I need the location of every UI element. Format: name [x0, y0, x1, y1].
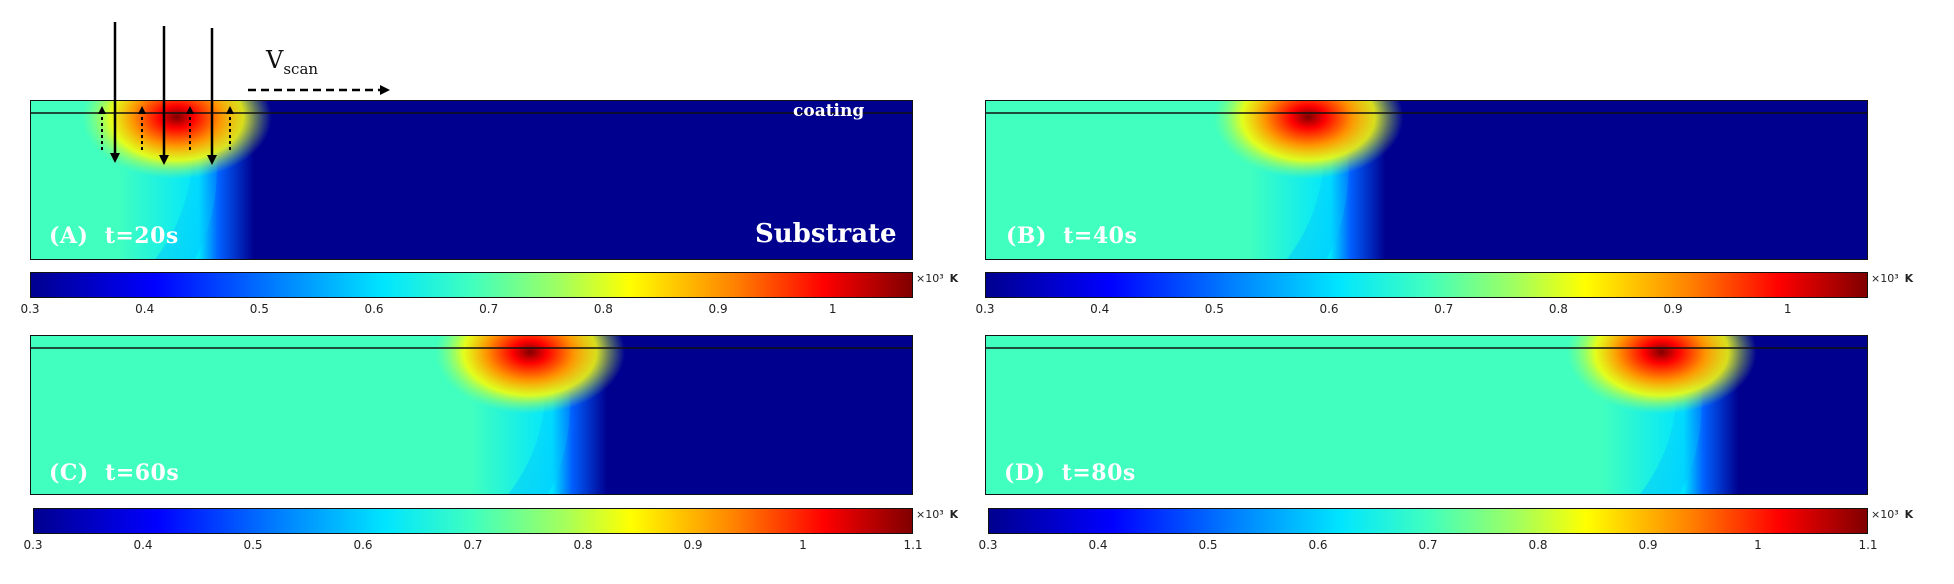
colorbar-tick-label: 1	[1783, 302, 1792, 316]
colorbar-tick-label: 0.5	[243, 538, 263, 552]
panel-c-label: (C) t=60s	[49, 460, 180, 486]
colorbar-unit-c: ×10³ K	[916, 508, 959, 521]
colorbar-tick-label: 0.6	[1319, 302, 1339, 316]
hot-spot	[1213, 101, 1404, 179]
colorbar-tick-label: 0.9	[683, 538, 703, 552]
colorbar-tick-label: 0.4	[1090, 302, 1110, 316]
heatmap-panel-a: coating Substrate (A) t=20s	[30, 100, 913, 260]
colorbar-c	[33, 508, 913, 534]
colorbar-tick-label: 1	[799, 538, 807, 552]
colorbar-tick-label: 0.9	[708, 302, 728, 316]
hot-spot	[1566, 336, 1757, 414]
colorbar-tick-label: 0.8	[1528, 538, 1548, 552]
substrate-label: Substrate	[755, 219, 897, 249]
colorbar-tick-label: 0.5	[1198, 538, 1218, 552]
colorbar-tick-label: 0.6	[353, 538, 373, 552]
colorbar-tick-label: 0.3	[23, 538, 43, 552]
colorbar-tick-label: 1	[828, 302, 837, 316]
colorbar-tick-label: 0.6	[1308, 538, 1328, 552]
colorbar-tick-label: 1	[1754, 538, 1762, 552]
colorbar-tick-label: 0.8	[593, 302, 613, 316]
colorbar-unit-b: ×10³ K	[1871, 272, 1914, 285]
colorbar-tick-label: 0.9	[1663, 302, 1683, 316]
heatmap-panel-c: (C) t=60s	[30, 335, 913, 495]
colorbar-b	[985, 272, 1868, 298]
colorbar-tick-label: 1.1	[1858, 538, 1878, 552]
temperature-field-c	[31, 336, 912, 494]
panel-b-label: (B) t=40s	[1006, 223, 1138, 249]
hot-spot	[434, 336, 625, 414]
temperature-field-b	[986, 101, 1867, 259]
colorbar-unit-d: ×10³ K	[1871, 508, 1914, 521]
colorbar-tick-label: 0.8	[573, 538, 593, 552]
temperature-field-d	[986, 336, 1867, 494]
colorbar-tick-label: 0.7	[479, 302, 499, 316]
colorbar-tick-label: 0.3	[975, 302, 995, 316]
heatmap-panel-d: (D) t=80s	[985, 335, 1868, 495]
colorbar-unit-a: ×10³ K	[916, 272, 959, 285]
colorbar-tick-label: 0.5	[249, 302, 269, 316]
colorbar-a	[30, 272, 913, 298]
colorbar-tick-label: 0.7	[1434, 302, 1454, 316]
colorbar-tick-label: 0.7	[463, 538, 483, 552]
field-background	[986, 101, 1867, 259]
hot-spot	[81, 101, 272, 179]
heatmap-panel-b: (B) t=40s	[985, 100, 1868, 260]
colorbar-tick-label: 1.1	[903, 538, 923, 552]
colorbar-tick-label: 0.4	[135, 302, 155, 316]
colorbar-tick-label: 0.6	[364, 302, 384, 316]
colorbar-tick-label: 0.9	[1638, 538, 1658, 552]
colorbar-tick-label: 0.4	[1088, 538, 1108, 552]
colorbar-d	[988, 508, 1868, 534]
vscan-label: Vscan	[266, 46, 319, 78]
colorbar-tick-label: 0.4	[133, 538, 153, 552]
coating-label: coating	[793, 101, 865, 121]
panel-d-label: (D) t=80s	[1004, 460, 1136, 486]
temperature-field-a	[31, 101, 912, 259]
colorbar-tick-label: 0.3	[20, 302, 40, 316]
panel-a-label: (A) t=20s	[49, 223, 179, 249]
colorbar-tick-label: 0.5	[1204, 302, 1224, 316]
colorbar-tick-label: 0.7	[1418, 538, 1438, 552]
colorbar-tick-label: 0.3	[978, 538, 998, 552]
colorbar-tick-label: 0.8	[1548, 302, 1568, 316]
